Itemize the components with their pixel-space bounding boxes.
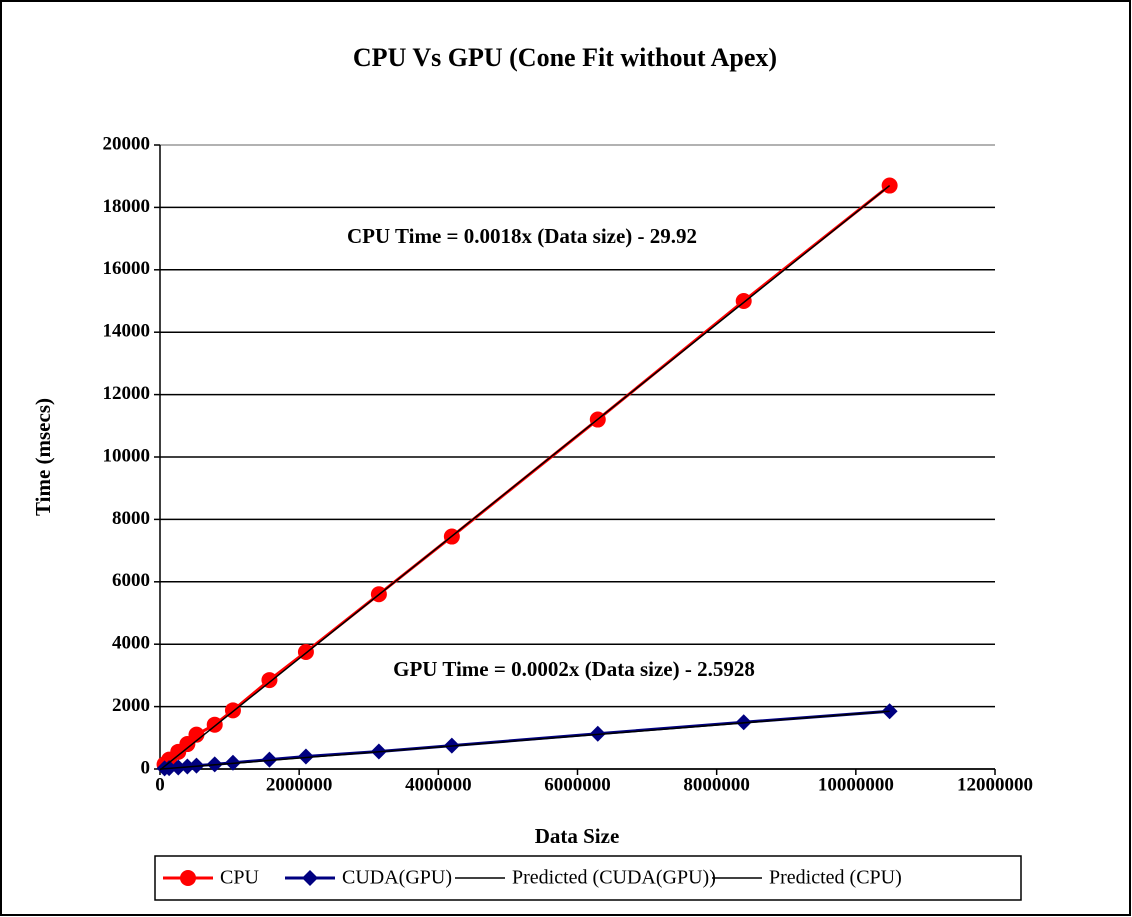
y-tick-label: 0 xyxy=(141,757,151,778)
annotation: GPU Time = 0.0002x (Data size) - 2.5928 xyxy=(393,657,755,681)
x-axis-label: Data Size xyxy=(535,824,620,848)
chart-title: CPU Vs GPU (Cone Fit without Apex) xyxy=(353,43,777,72)
y-axis-label: Time (msecs) xyxy=(31,398,55,516)
y-tick-label: 4000 xyxy=(112,633,150,654)
point xyxy=(261,672,278,689)
legend-label: Predicted (CUDA(GPU)) xyxy=(512,867,716,889)
x-tick-label: 12000000 xyxy=(957,774,1033,795)
y-tick-label: 16000 xyxy=(103,258,151,279)
x-tick-label: 8000000 xyxy=(683,774,750,795)
y-tick-label: 2000 xyxy=(112,695,150,716)
x-tick-label: 2000000 xyxy=(266,774,333,795)
point xyxy=(261,751,278,768)
y-tick-label: 10000 xyxy=(103,445,151,466)
y-tick-label: 8000 xyxy=(112,508,150,529)
x-tick-label: 10000000 xyxy=(818,774,894,795)
x-tick-label: 6000000 xyxy=(544,774,611,795)
x-tick-label: 4000000 xyxy=(405,774,472,795)
point xyxy=(180,870,196,886)
point xyxy=(297,748,314,765)
series-line xyxy=(159,184,891,771)
legend-label: Predicted (CPU) xyxy=(769,867,902,889)
legend-label: CPU xyxy=(220,867,259,889)
y-tick-label: 12000 xyxy=(103,383,151,404)
series-line xyxy=(159,710,890,770)
annotation: CPU Time = 0.0018x (Data size) - 29.92 xyxy=(347,224,697,248)
y-tick-label: 20000 xyxy=(103,133,151,154)
y-tick-label: 18000 xyxy=(103,196,151,217)
y-tick-label: 14000 xyxy=(103,321,151,342)
legend-label: CUDA(GPU) xyxy=(342,867,452,889)
point xyxy=(302,870,318,886)
x-tick-label: 0 xyxy=(155,774,165,795)
point xyxy=(188,726,205,743)
y-tick-label: 6000 xyxy=(112,570,150,591)
